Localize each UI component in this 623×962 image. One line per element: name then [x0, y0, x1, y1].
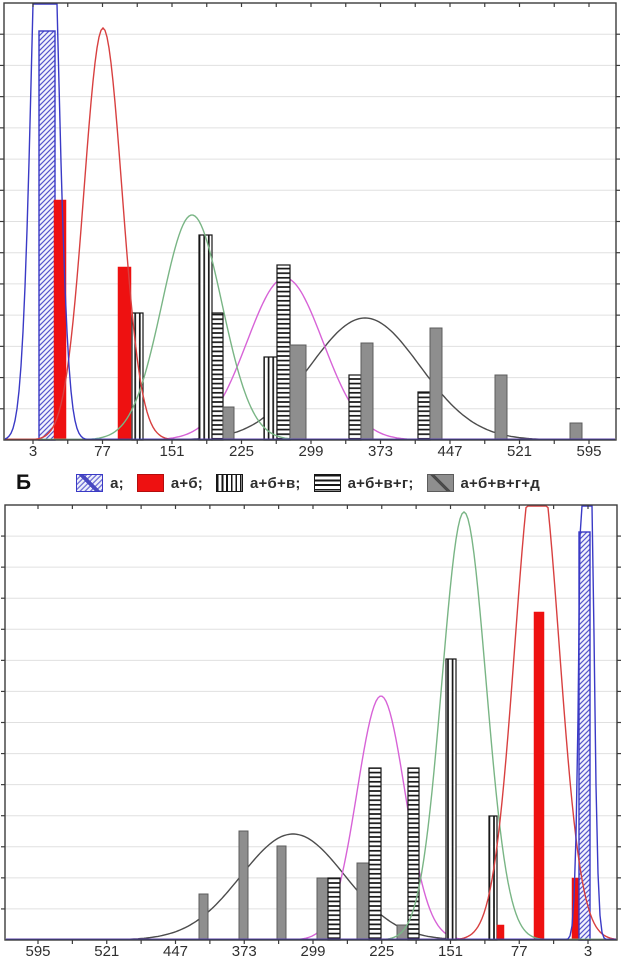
- svg-text:595: 595: [576, 443, 601, 460]
- svg-text:521: 521: [507, 443, 532, 460]
- legend-swatch-hstripe: [313, 474, 341, 492]
- legend-label: а+б;: [170, 474, 204, 492]
- legend-label: а;: [110, 474, 124, 492]
- legend-swatch-gray: [426, 474, 454, 492]
- svg-text:77: 77: [94, 443, 111, 460]
- svg-text:151: 151: [438, 943, 463, 960]
- svg-text:373: 373: [232, 943, 257, 960]
- svg-text:373: 373: [368, 443, 393, 460]
- histogram-top: 3 77 151 225 299 373 447 521 595: [0, 2, 620, 460]
- legend-item-ab: а+б;: [136, 474, 204, 492]
- svg-text:77: 77: [511, 943, 528, 960]
- legend-label: а+б+в+г;: [347, 474, 414, 492]
- svg-text:151: 151: [159, 443, 184, 460]
- legend-marker: Б: [16, 471, 32, 494]
- legend-label: а+б+в+г+д: [460, 474, 540, 492]
- legend-item-a: а;: [76, 474, 124, 492]
- svg-text:447: 447: [437, 443, 462, 460]
- legend-swatch-red: [136, 474, 164, 492]
- legend-item-abvg: а+б+в+г;: [313, 474, 414, 492]
- legend-items: а; а+б; а+б+в; а+б+в+г; а+б+в+г+д: [76, 474, 553, 492]
- legend: Б а; а+б; а+б+в; а+б+в+г; а+б+в+г+д: [0, 463, 623, 503]
- legend-swatch-vstripe: [216, 474, 244, 492]
- legend-label: а+б+в;: [250, 474, 301, 492]
- histogram-bottom: 595 521 447 373 299 225 151 77 3: [1, 504, 621, 960]
- svg-text:521: 521: [94, 943, 119, 960]
- svg-text:299: 299: [298, 443, 323, 460]
- svg-text:225: 225: [229, 443, 254, 460]
- legend-item-abv: а+б+в;: [216, 474, 301, 492]
- svg-text:447: 447: [163, 943, 188, 960]
- svg-text:3: 3: [584, 943, 592, 960]
- legend-swatch-hatch-blue: [76, 474, 104, 492]
- legend-item-abvgd: а+б+в+г+д: [426, 474, 540, 492]
- svg-text:595: 595: [25, 943, 50, 960]
- svg-text:3: 3: [29, 443, 37, 460]
- svg-text:225: 225: [369, 943, 394, 960]
- svg-text:299: 299: [300, 943, 325, 960]
